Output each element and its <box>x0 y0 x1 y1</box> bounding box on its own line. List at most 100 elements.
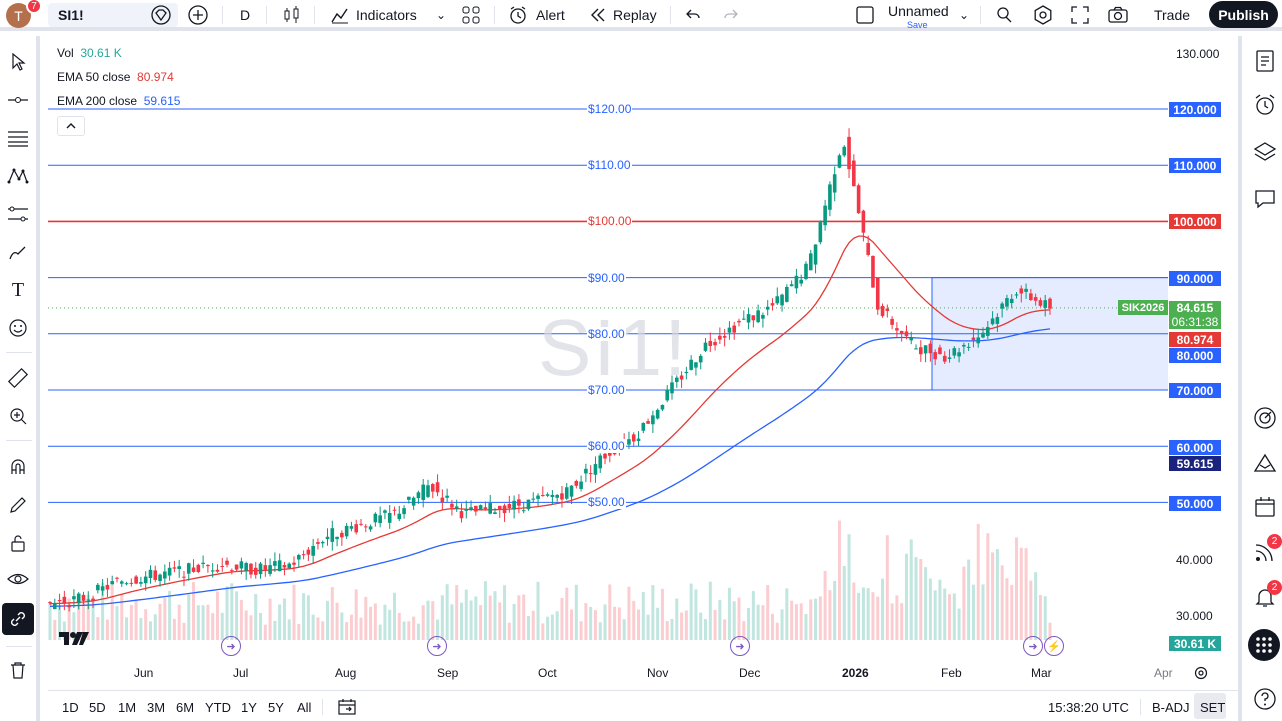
candle-body <box>91 598 95 601</box>
redo-icon[interactable] <box>722 0 740 29</box>
publish-button[interactable]: Publish <box>1209 1 1278 28</box>
volume-bar <box>622 619 626 640</box>
candle-body <box>517 499 521 506</box>
volume-bar <box>192 582 196 640</box>
drawing-mode-icon[interactable] <box>6 493 30 517</box>
chevron-down-icon[interactable]: ⌄ <box>436 7 447 22</box>
chart-pane[interactable]: SI1! Vol 30.61 K EMA 50 close 80.974 EMA… <box>48 40 1168 686</box>
candle-body <box>818 222 823 243</box>
candles-icon[interactable] <box>282 0 302 29</box>
alerts-clock-icon[interactable] <box>1252 92 1278 118</box>
notifications-badge: 2 <box>1267 580 1282 595</box>
range-6m[interactable]: 6M <box>176 700 195 715</box>
volume-bar <box>421 605 425 640</box>
session-toggle[interactable]: SET <box>1200 700 1226 715</box>
layout-chevron-icon[interactable]: ⌄ <box>959 7 970 22</box>
fib-retracement-icon[interactable] <box>6 126 30 150</box>
layout-save-label[interactable]: Save <box>907 19 928 30</box>
layout-name[interactable]: Unnamed <box>888 2 949 19</box>
help-icon[interactable] <box>1252 686 1278 712</box>
volume-bar <box>91 599 95 640</box>
emoji-icon[interactable] <box>6 316 30 340</box>
symbol-name[interactable]: SI1! <box>58 6 84 23</box>
layers-icon[interactable] <box>1252 139 1278 165</box>
candle-body <box>646 421 650 424</box>
alert-button[interactable]: Alert <box>508 0 565 29</box>
adjustment-toggle[interactable]: B-ADJ <box>1152 700 1190 715</box>
trade-button[interactable]: Trade <box>1153 6 1191 23</box>
volume-bar <box>278 604 282 640</box>
volume-bar <box>383 604 387 640</box>
candle-body <box>1043 300 1048 308</box>
ema50-legend[interactable]: EMA 50 close 80.974 <box>57 70 174 84</box>
tradingview-logo[interactable] <box>58 630 90 651</box>
templates-icon[interactable] <box>461 0 481 29</box>
event-marker-nov-icon[interactable]: ➜ <box>730 636 750 656</box>
replay-button[interactable]: Replay <box>589 0 657 29</box>
event-marker-feb-icon[interactable]: ➜ <box>1023 636 1043 656</box>
vol-value: 30.61 K <box>80 46 122 60</box>
quick-search-icon[interactable] <box>994 0 1014 29</box>
volume-bar <box>895 595 899 640</box>
tag-ema50: 80.974 <box>1169 332 1221 347</box>
volume-bar <box>120 594 124 640</box>
candle-body <box>215 569 220 572</box>
auto-scale-settings-icon[interactable] <box>1194 666 1208 685</box>
range-5d[interactable]: 5D <box>89 700 106 715</box>
magnet-icon[interactable] <box>6 455 30 479</box>
apps-grid-icon[interactable] <box>1248 629 1280 661</box>
range-1y[interactable]: 1Y <box>241 700 257 715</box>
volume-bar <box>263 624 267 640</box>
volume-bar <box>837 520 841 640</box>
chat-icon[interactable] <box>1252 186 1278 212</box>
date-range-calendar-icon[interactable] <box>337 698 357 721</box>
utc-clock[interactable]: 15:38:20 UTC <box>1048 700 1129 715</box>
layout-checkbox-icon[interactable] <box>855 0 875 29</box>
trash-icon[interactable] <box>6 658 30 682</box>
pattern-icon[interactable] <box>6 164 30 188</box>
watchlist-icon[interactable] <box>1252 48 1278 74</box>
link-icon[interactable] <box>2 603 34 635</box>
candle-body <box>100 586 105 591</box>
event-marker-lightning-icon[interactable]: ⚡ <box>1044 636 1064 656</box>
fullscreen-icon[interactable] <box>1070 0 1090 29</box>
settings-gear-icon[interactable] <box>1032 0 1054 29</box>
camera-icon[interactable] <box>1107 0 1129 29</box>
text-icon[interactable]: T <box>11 278 25 301</box>
range-3m[interactable]: 3M <box>147 700 166 715</box>
candle-body <box>718 335 722 340</box>
range-1m[interactable]: 1M <box>118 700 137 715</box>
trend-line-icon[interactable] <box>6 88 30 112</box>
zoom-in-icon[interactable] <box>6 404 30 428</box>
forecasting-icon[interactable] <box>6 202 30 226</box>
price-scale[interactable]: 130.000 40.000 30.000 <box>1168 40 1234 686</box>
visibility-eye-icon[interactable] <box>6 567 30 591</box>
lock-icon[interactable] <box>6 531 30 555</box>
ideas-triangle-icon[interactable] <box>1252 450 1278 476</box>
symbol-type-icon[interactable] <box>150 0 172 29</box>
target-icon[interactable] <box>1252 405 1278 431</box>
volume-legend[interactable]: Vol 30.61 K <box>57 46 122 60</box>
range-1d[interactable]: 1D <box>62 700 79 715</box>
compare-add-icon[interactable] <box>187 0 209 29</box>
time-axis[interactable]: Jun Jul Aug Sep Oct Nov Dec 2026 Feb Mar… <box>48 660 1238 686</box>
range-all[interactable]: All <box>297 700 312 715</box>
event-marker-aug-icon[interactable]: ➜ <box>427 636 447 656</box>
calendar-icon[interactable] <box>1252 494 1278 520</box>
brush-icon[interactable] <box>6 240 30 264</box>
event-marker-jun-icon[interactable]: ➜ <box>221 636 241 656</box>
ema200-legend[interactable]: EMA 200 close 59.615 <box>57 94 180 108</box>
feed-signal-icon[interactable] <box>1252 539 1278 565</box>
ruler-icon[interactable] <box>6 366 30 390</box>
candle-body <box>1048 298 1052 309</box>
undo-icon[interactable] <box>684 0 702 29</box>
range-5y[interactable]: 5Y <box>268 700 284 715</box>
candle-body <box>976 337 981 344</box>
cursor-icon[interactable] <box>6 50 30 74</box>
collapse-legend-chevron-up-icon[interactable] <box>57 116 85 136</box>
indicators-button[interactable]: Indicators <box>330 0 417 29</box>
hline-label-110: $110.00 <box>587 158 632 173</box>
interval-button[interactable]: D <box>240 6 251 23</box>
range-ytd[interactable]: YTD <box>205 700 231 715</box>
candle-body <box>72 596 76 600</box>
